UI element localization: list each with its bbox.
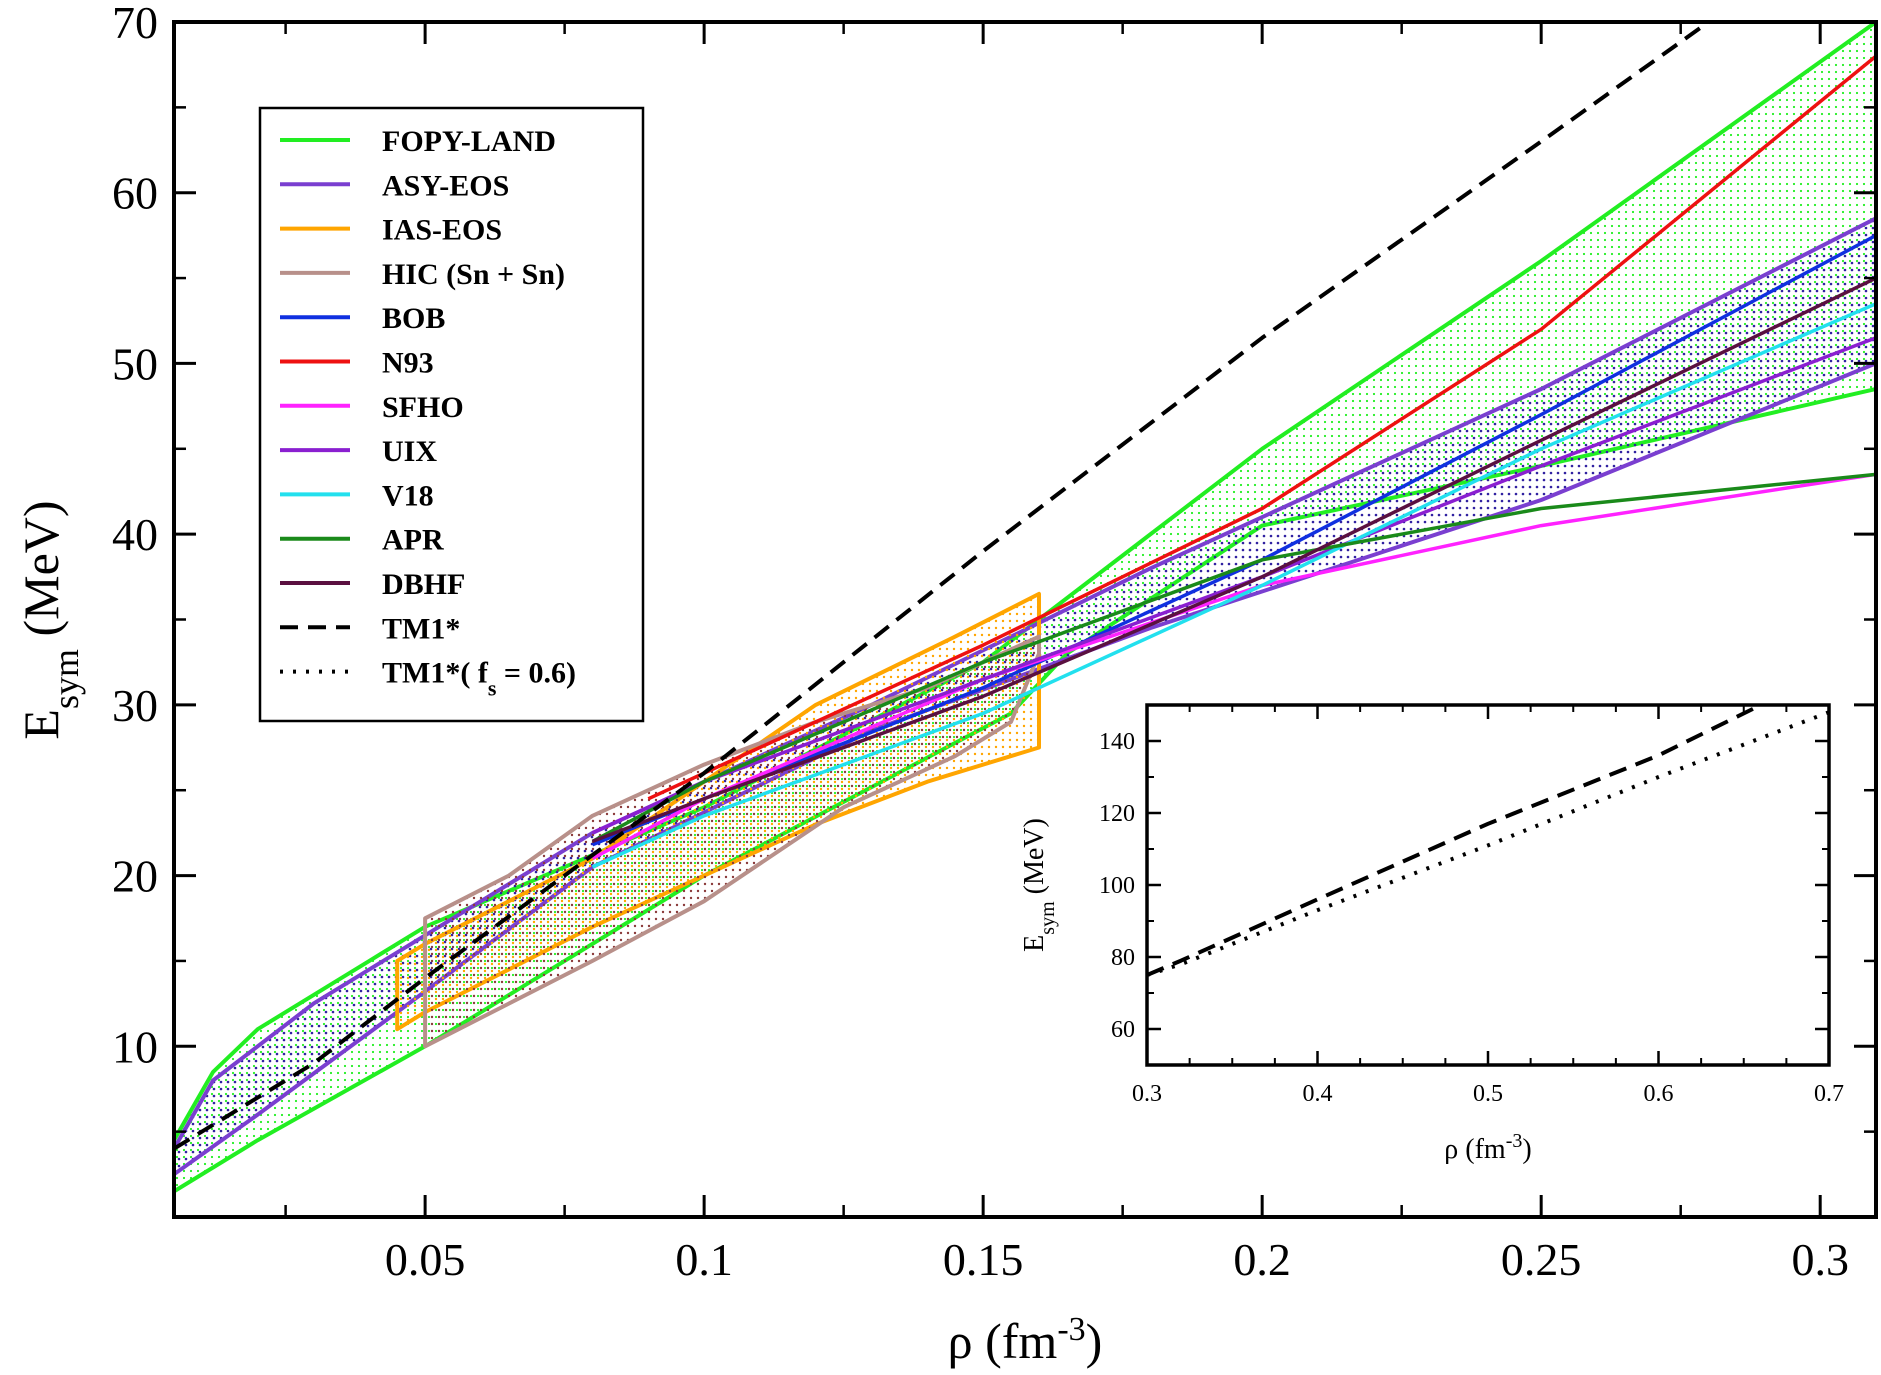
- inset-x-tick-label: 0.7: [1814, 1081, 1844, 1107]
- series-sfho: [591, 472, 1876, 861]
- x-tick-label: 0.15: [943, 1234, 1024, 1285]
- inset-axes: 0.3 0.4 0.5 0.6 0.7 60 80 100 120 140: [1099, 704, 1844, 1107]
- legend-label-tm1-f: TM1*( fs = 0.6): [382, 657, 576, 701]
- main-x-axis-title: ρ (fm-3): [948, 1311, 1103, 1370]
- series-tm1: [174, 22, 1710, 1151]
- main-lines: [174, 22, 1876, 1151]
- inset-y-tick-label: 100: [1099, 873, 1135, 899]
- inset-lines: [1147, 705, 1829, 977]
- inset-plot: 0.3 0.4 0.5 0.6 0.7 60 80 100 120 140 ρ (fm-3) Es…: [1019, 703, 1844, 1165]
- series-v18: [591, 302, 1876, 869]
- legend-items: FOPY-LAND ASY-EOS IAS-EOS HIC (Sn + Sn) BOB N…: [280, 125, 576, 700]
- y-tick-label: 10: [112, 1021, 158, 1072]
- inset-y-tick-label: 120: [1099, 801, 1135, 827]
- x-tick-label: 0.05: [385, 1234, 466, 1285]
- inset-background: [1147, 705, 1829, 1065]
- y-tick-label: 70: [112, 0, 158, 48]
- y-tick-label: 50: [112, 338, 158, 389]
- inset-y-tick-label: 60: [1111, 1017, 1135, 1043]
- legend-label-fopy-land: FOPY-LAND: [382, 125, 556, 158]
- legend-label-tm1: TM1*: [382, 612, 460, 645]
- y-tick-label: 20: [112, 851, 158, 902]
- legend: FOPY-LAND ASY-EOS IAS-EOS HIC (Sn + Sn) BOB N…: [258, 106, 645, 723]
- band-asy-eos: [174, 216, 1876, 1177]
- legend-label-hic-sn-sn: HIC (Sn + Sn): [382, 258, 565, 291]
- main-y-axis-title: Esym (MeV): [13, 500, 86, 739]
- inset-y-axis-title: Esym (MeV): [1019, 818, 1059, 952]
- series-n93: [647, 54, 1876, 801]
- legend-label-apr: APR: [382, 524, 444, 557]
- inset-x-tick-label: 0.6: [1644, 1081, 1674, 1107]
- inset-series-tm1-f-0-6: [1147, 710, 1829, 977]
- inset-y-tick-label: 80: [1111, 945, 1135, 971]
- legend-label-sfho: SFHO: [382, 391, 464, 424]
- x-tick-label: 0.1: [675, 1234, 733, 1285]
- main-plot: 0.05 0.1 0.15 0.2 0.25 0.3 10 20 30 40 50 60 70 ρ (f…: [13, 0, 1878, 1370]
- series-apr: [591, 472, 1876, 843]
- inset-x-tick-label: 0.3: [1132, 1081, 1162, 1107]
- y-tick-label: 30: [112, 680, 158, 731]
- band-hic-sn-sn: [423, 634, 1041, 1049]
- inset-x-tick-label: 0.5: [1473, 1081, 1503, 1107]
- legend-label-dbhf: DBHF: [382, 568, 465, 601]
- y-tick-label: 40: [112, 509, 158, 560]
- legend-label-n93: N93: [382, 347, 434, 380]
- main-axes: 0.05 0.1 0.15 0.2 0.25 0.3 10 20 30 40 50 60 70: [112, 0, 1876, 1285]
- legend-label-v18: V18: [382, 479, 434, 512]
- inset-y-tick-label: 140: [1099, 729, 1135, 755]
- x-tick-label: 0.3: [1791, 1234, 1849, 1285]
- x-tick-label: 0.2: [1233, 1234, 1291, 1285]
- legend-label-bob: BOB: [382, 302, 445, 335]
- inset-series-tm1: [1147, 705, 1762, 977]
- series-dbhf: [591, 276, 1876, 844]
- inset-x-tick-label: 0.4: [1303, 1081, 1333, 1107]
- inset-x-axis-title: ρ (fm-3): [1444, 1130, 1531, 1165]
- legend-label-uix: UIX: [382, 435, 437, 468]
- legend-frame: [258, 106, 645, 723]
- y-tick-label: 60: [112, 168, 158, 219]
- legend-label-ias-eos: IAS-EOS: [382, 214, 502, 247]
- legend-label-asy-eos: ASY-EOS: [382, 169, 509, 202]
- x-tick-label: 0.25: [1501, 1234, 1582, 1285]
